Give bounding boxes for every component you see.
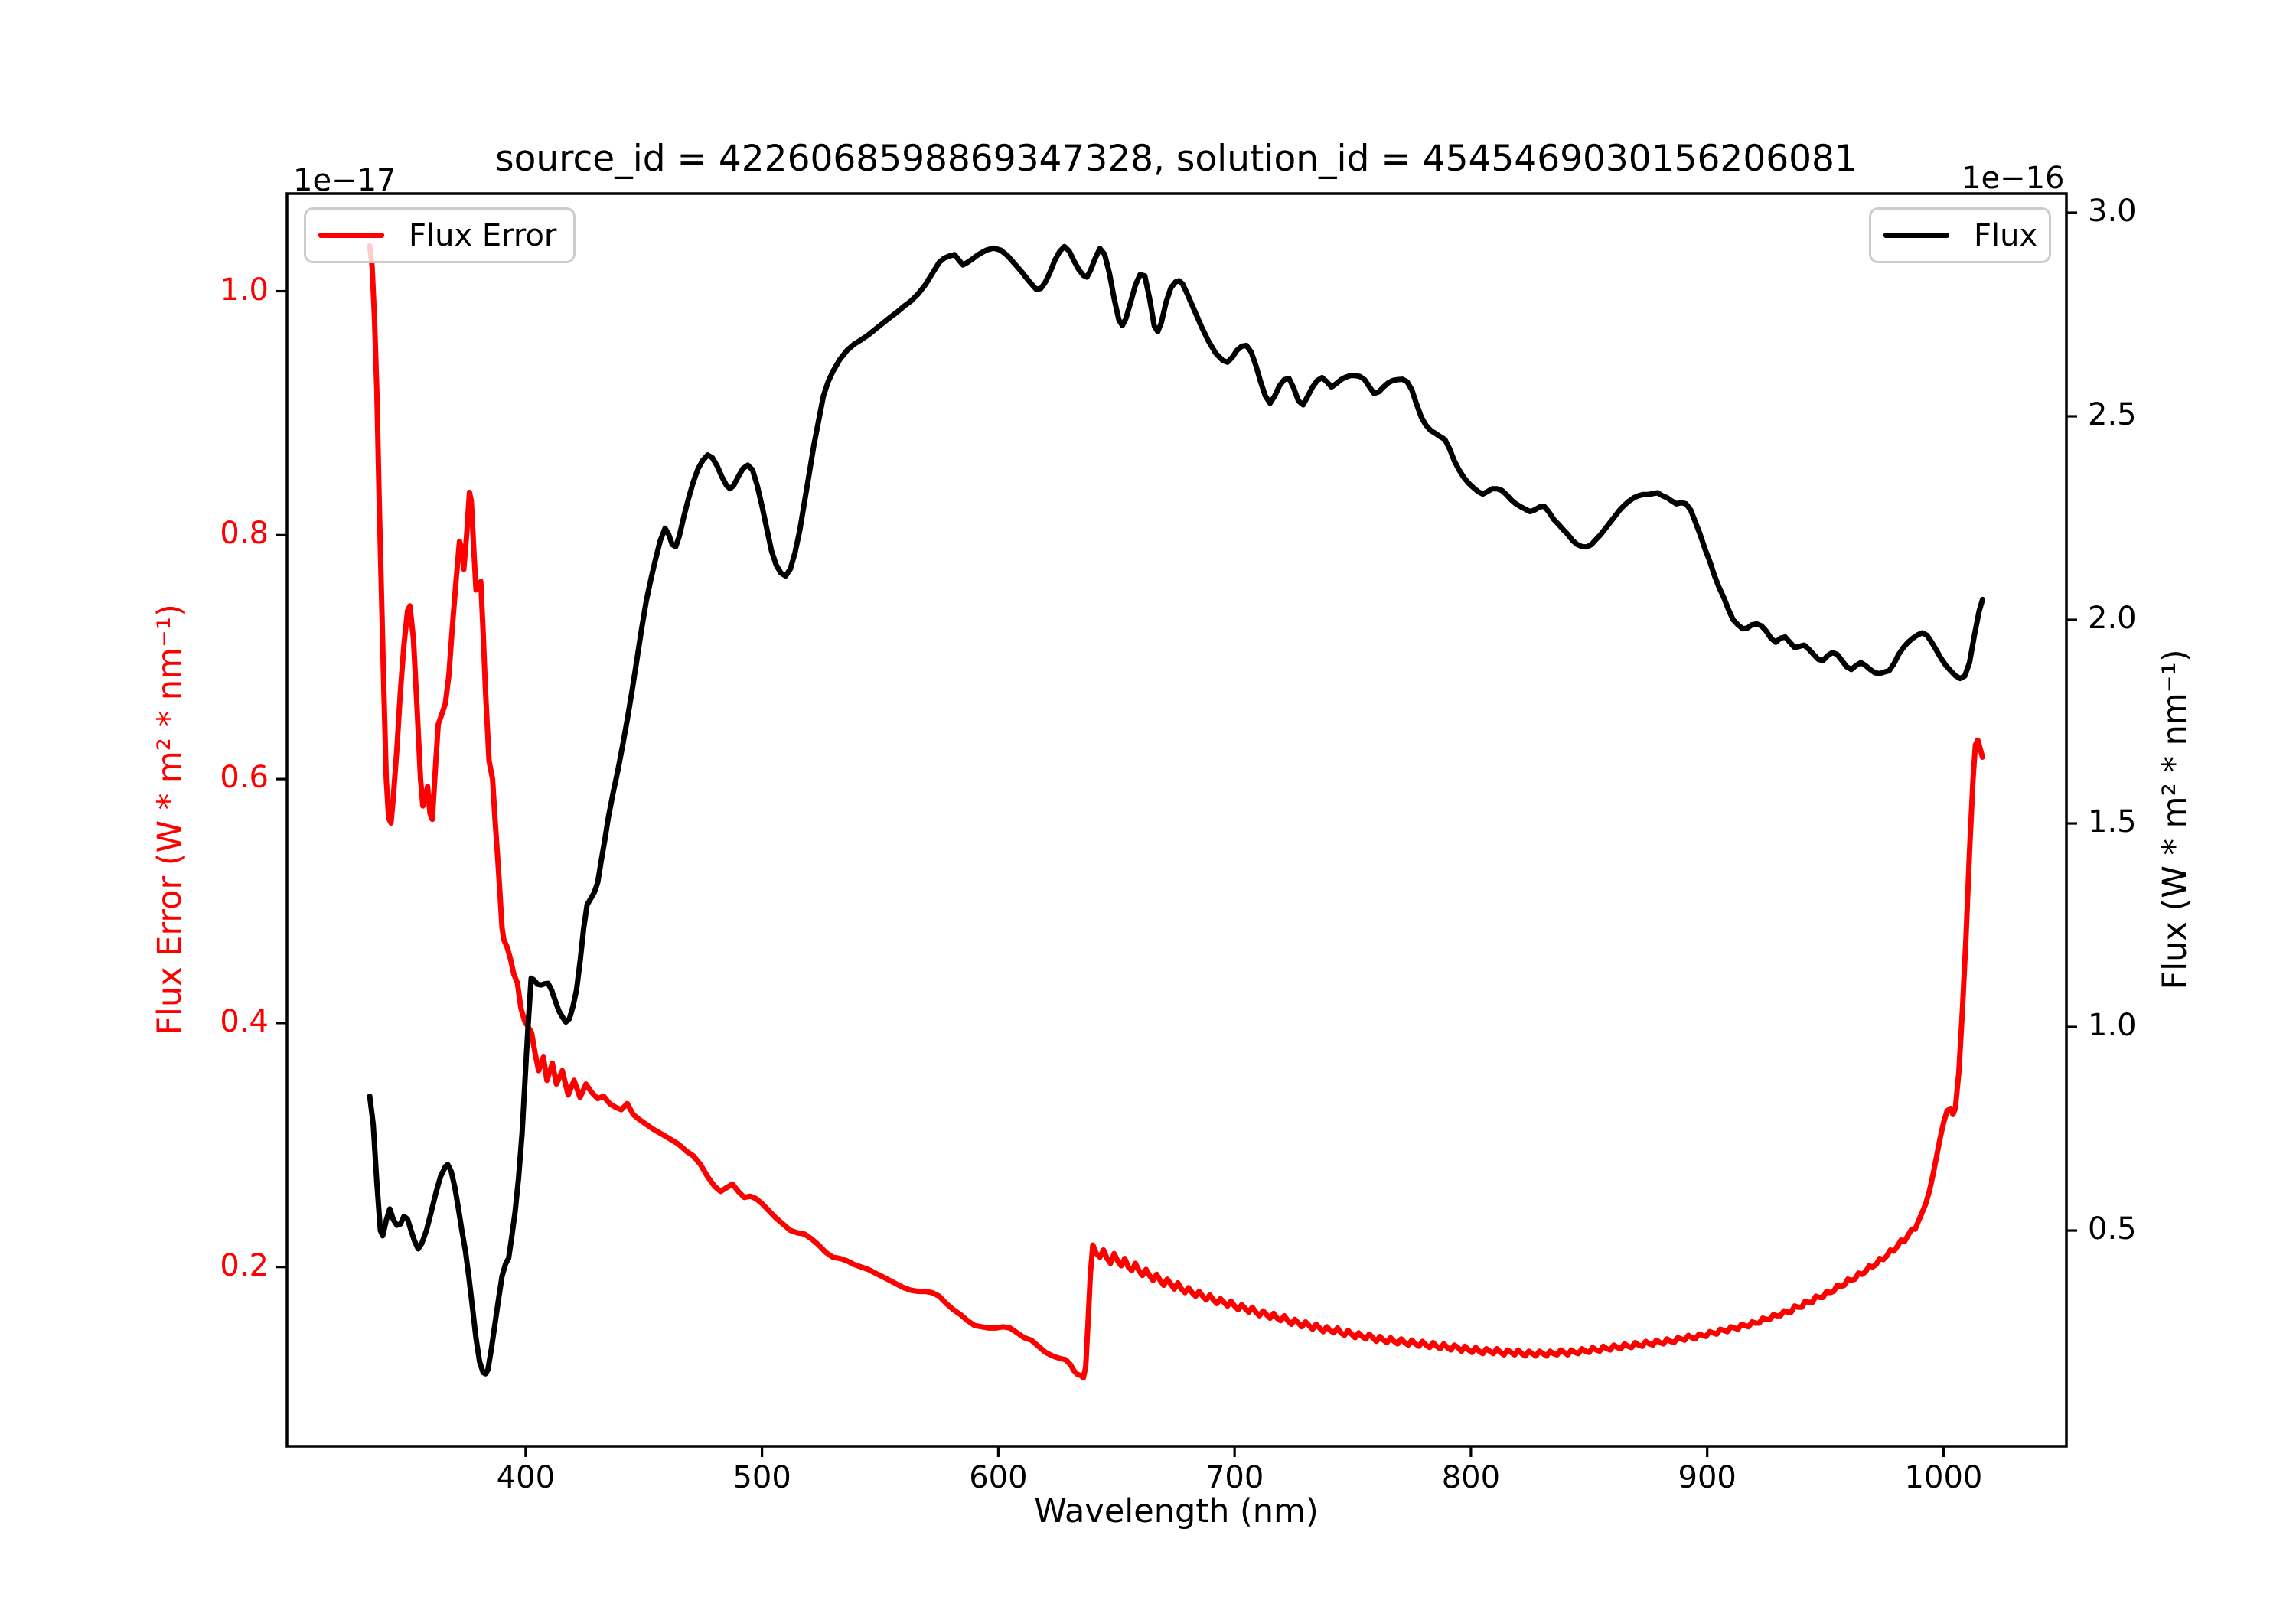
series-line-flux-error [367, 243, 1985, 1381]
x-tick-label: 700 [1205, 1460, 1264, 1495]
right-y-tick-label: 2.0 [2088, 601, 2137, 637]
x-axis-label: Wavelength (nm) [1034, 1492, 1319, 1530]
legend-label: Flux Error [409, 217, 557, 253]
right-y-tick-label: 1.0 [2088, 1008, 2137, 1044]
axes-spines [285, 192, 2068, 1448]
x-tick-label: 400 [496, 1460, 556, 1495]
x-tick-label: 600 [969, 1460, 1028, 1495]
x-tick-label: 800 [1441, 1460, 1501, 1495]
flux-error-line-swatch [318, 233, 384, 238]
right-y-tick-label: 1.5 [2088, 804, 2137, 840]
flux-line-swatch [1883, 233, 1949, 238]
left-axis-offset-text: 1e−17 [293, 163, 396, 198]
right-y-tick-label: 0.5 [2088, 1211, 2137, 1247]
x-tick-label: 1000 [1904, 1460, 1983, 1495]
legend-label: Flux [1974, 217, 2038, 253]
left-y-axis-label: Flux Error (W * m² * nm⁻¹) [151, 604, 189, 1035]
left-y-tick-label: 0.6 [220, 760, 269, 796]
right-y-tick-label: 3.0 [2088, 194, 2137, 230]
left-y-tick-label: 1.0 [220, 272, 269, 308]
right-axis-offset-text: 1e−16 [1962, 161, 2065, 196]
legend-flux-error: Flux Error [304, 207, 576, 263]
legend-flux: Flux [1869, 207, 2051, 263]
x-tick-label: 500 [732, 1460, 791, 1495]
left-y-tick-label: 0.8 [220, 516, 269, 552]
plot-title: source_id = 4226068598869347328, solutio… [495, 138, 1857, 180]
right-y-axis-label: Flux (W * m² * nm⁻¹) [2156, 649, 2194, 990]
right-y-tick-label: 2.5 [2088, 397, 2137, 433]
left-y-tick-label: 0.2 [220, 1247, 269, 1283]
series-line-flux [367, 243, 1985, 1377]
left-y-tick-label: 0.4 [220, 1004, 269, 1040]
x-tick-label: 900 [1678, 1460, 1737, 1495]
